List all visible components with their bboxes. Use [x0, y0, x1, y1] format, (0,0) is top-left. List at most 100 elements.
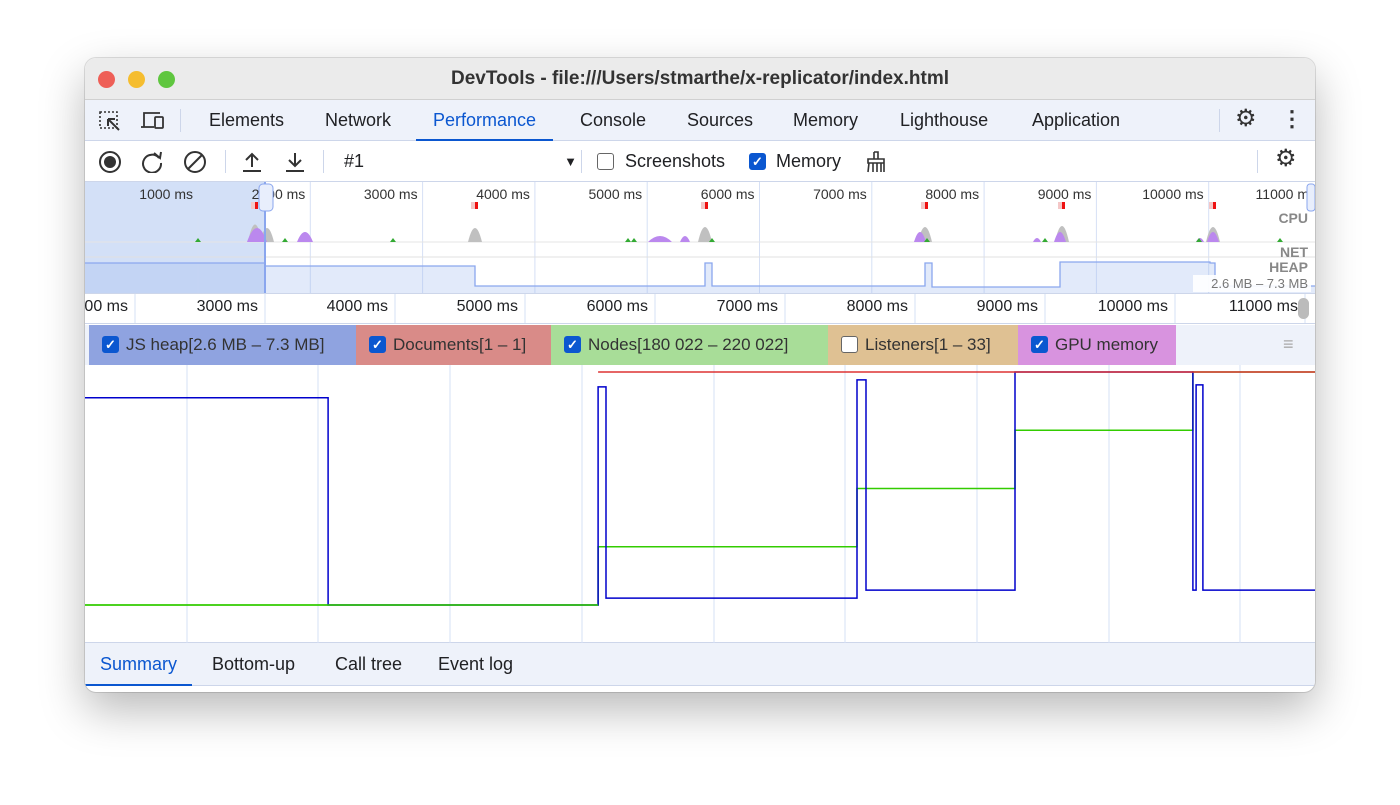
painting-marker	[631, 238, 637, 242]
performance-toolbar: #1 ▼ Screenshots ✓ Memory ⚙	[85, 141, 1315, 182]
reload-record-icon[interactable]	[140, 151, 164, 177]
legend-js-heap[interactable]: ✓ JS heap[2.6 MB – 7.3 MB]	[89, 325, 356, 365]
ruler-tick-label: 8000 ms	[846, 298, 908, 315]
ruler-tick-label: 9000 ms	[976, 298, 1038, 315]
close-window-button[interactable]	[98, 71, 115, 88]
screenshots-checkbox[interactable]	[597, 153, 614, 170]
cpu-spike	[698, 227, 712, 242]
memory-label: Memory	[776, 151, 842, 171]
long-task-marker	[251, 202, 258, 209]
window-title: DevTools - file:///Users/stmarthe/x-repl…	[451, 68, 949, 89]
nodes-checkbox[interactable]: ✓	[564, 336, 581, 353]
long-task-marker	[255, 202, 258, 209]
ruler-tick-label: 4000 ms	[326, 298, 388, 315]
long-task-marker	[705, 202, 708, 209]
tab-console[interactable]: Console	[580, 110, 647, 130]
selection-dimmed-region	[85, 182, 265, 293]
tab-performance[interactable]: Performance	[416, 100, 554, 141]
legend-label: JS heap[2.6 MB – 7.3 MB]	[126, 335, 325, 354]
heap-overview-line	[85, 261, 1315, 288]
cpu-spike	[468, 228, 482, 242]
scripting-area	[914, 238, 922, 242]
heap-label: HEAP	[1269, 259, 1308, 275]
scripting-area	[247, 228, 267, 242]
tab-summary[interactable]: Summary	[85, 643, 193, 686]
timeline-overview[interactable]: 1000 ms 2000 ms 3000 ms 4000 ms 5000 ms 6000 …	[85, 182, 1315, 293]
legend-nodes[interactable]: ✓ Nodes[180 022 – 220 022]	[551, 325, 828, 365]
legend-listeners[interactable]: Listeners[1 – 33]	[828, 325, 1018, 365]
long-task-marker	[475, 202, 478, 209]
selection-handle-right[interactable]	[1306, 183, 1315, 212]
long-task-marker	[1062, 202, 1065, 209]
title-bar: DevTools - file:///Users/stmarthe/x-repl…	[85, 58, 1315, 100]
capture-settings-gear-icon[interactable]: ⚙	[1275, 145, 1297, 172]
upload-icon[interactable]	[240, 151, 264, 177]
label-bg	[1193, 275, 1311, 292]
overview-tick-label: 7000 ms	[813, 186, 867, 202]
tab-call-tree[interactable]: Call tree	[335, 654, 403, 674]
clear-icon[interactable]	[183, 151, 207, 177]
scripting-area	[648, 236, 672, 242]
minimize-window-button[interactable]	[128, 71, 145, 88]
recording-select-value: #1	[344, 151, 365, 171]
details-tabs: Summary Bottom-up Call tree Event log	[85, 643, 1315, 686]
tab-event-log[interactable]: Event log	[438, 654, 514, 674]
collect-garbage-icon[interactable]	[864, 150, 888, 178]
listeners-checkbox[interactable]	[841, 336, 858, 353]
memory-checkbox[interactable]: ✓	[749, 153, 766, 170]
long-task-marker	[1209, 202, 1216, 209]
ruler-tick-label: 11000 ms	[1228, 298, 1298, 315]
scripting-area	[297, 232, 313, 242]
tab-memory[interactable]: Memory	[793, 110, 859, 130]
tab-sources[interactable]: Sources	[687, 110, 754, 130]
tab-lighthouse[interactable]: Lighthouse	[900, 110, 989, 130]
ruler-tick-label: 2000 ms	[85, 298, 128, 315]
more-options-icon[interactable]: ⋮	[1281, 106, 1303, 131]
tab-application[interactable]: Application	[1032, 110, 1121, 130]
device-toolbar-icon[interactable]	[140, 110, 166, 136]
painting-marker	[1277, 238, 1283, 242]
tab-bottom-up[interactable]: Bottom-up	[212, 654, 296, 674]
painting-marker	[282, 238, 288, 242]
ruler-tick-label: 3000 ms	[196, 298, 258, 315]
long-task-marker	[925, 202, 928, 209]
ruler-tick-label: 5000 ms	[456, 298, 518, 315]
gpu-memory-checkbox[interactable]: ✓	[1031, 336, 1048, 353]
scripting-area	[1054, 232, 1066, 242]
tab-elements[interactable]: Elements	[209, 110, 285, 130]
legend-gpu-memory[interactable]: ✓ GPU memory	[1018, 325, 1176, 365]
overview-tick-label: 4000 ms	[476, 186, 530, 202]
selection-handle[interactable]	[258, 183, 274, 212]
legend-label: GPU memory	[1055, 335, 1158, 354]
overview-tick-label: 10000 ms	[1142, 186, 1203, 202]
cpu-label: CPU	[1278, 210, 1308, 226]
resize-handle-icon[interactable]: ≡	[1283, 334, 1294, 354]
painting-marker	[1042, 238, 1048, 242]
overview-tick-label: 5000 ms	[588, 186, 642, 202]
download-icon[interactable]	[283, 151, 307, 177]
panel-tabs: Elements Network Performance Console Sou…	[85, 100, 1315, 141]
painting-marker	[625, 238, 631, 242]
overview-graph[interactable]: 1000 ms 2000 ms 3000 ms 4000 ms 5000 ms 6000 …	[85, 182, 1315, 293]
devtools-window: DevTools - file:///Users/stmarthe/x-repl…	[85, 58, 1315, 692]
inspect-element-icon[interactable]	[98, 110, 122, 136]
maximize-window-button[interactable]	[158, 71, 175, 88]
legend-documents[interactable]: ✓ Documents[1 – 1]	[356, 325, 551, 365]
tab-network[interactable]: Network	[325, 110, 392, 130]
painting-marker	[709, 238, 715, 242]
documents-checkbox[interactable]: ✓	[369, 336, 386, 353]
recording-select[interactable]: #1 ▼	[337, 141, 577, 182]
screenshots-label: Screenshots	[625, 151, 726, 171]
js-heap-checkbox[interactable]: ✓	[102, 336, 119, 353]
overview-tick-label: 9000 ms	[1038, 186, 1092, 202]
long-task-marker	[471, 202, 478, 209]
record-icon[interactable]	[98, 151, 122, 177]
dropdown-arrow-icon: ▼	[564, 154, 577, 169]
heap-range-label: 2.6 MB – 7.3 MB	[1211, 276, 1308, 291]
heap-overview-fill	[85, 262, 1315, 293]
long-task-marker	[1058, 202, 1065, 209]
painting-marker	[1196, 238, 1202, 242]
painting-marker	[195, 238, 201, 242]
settings-gear-icon[interactable]: ⚙	[1235, 105, 1257, 132]
scrollbar-thumb[interactable]	[1298, 298, 1309, 319]
